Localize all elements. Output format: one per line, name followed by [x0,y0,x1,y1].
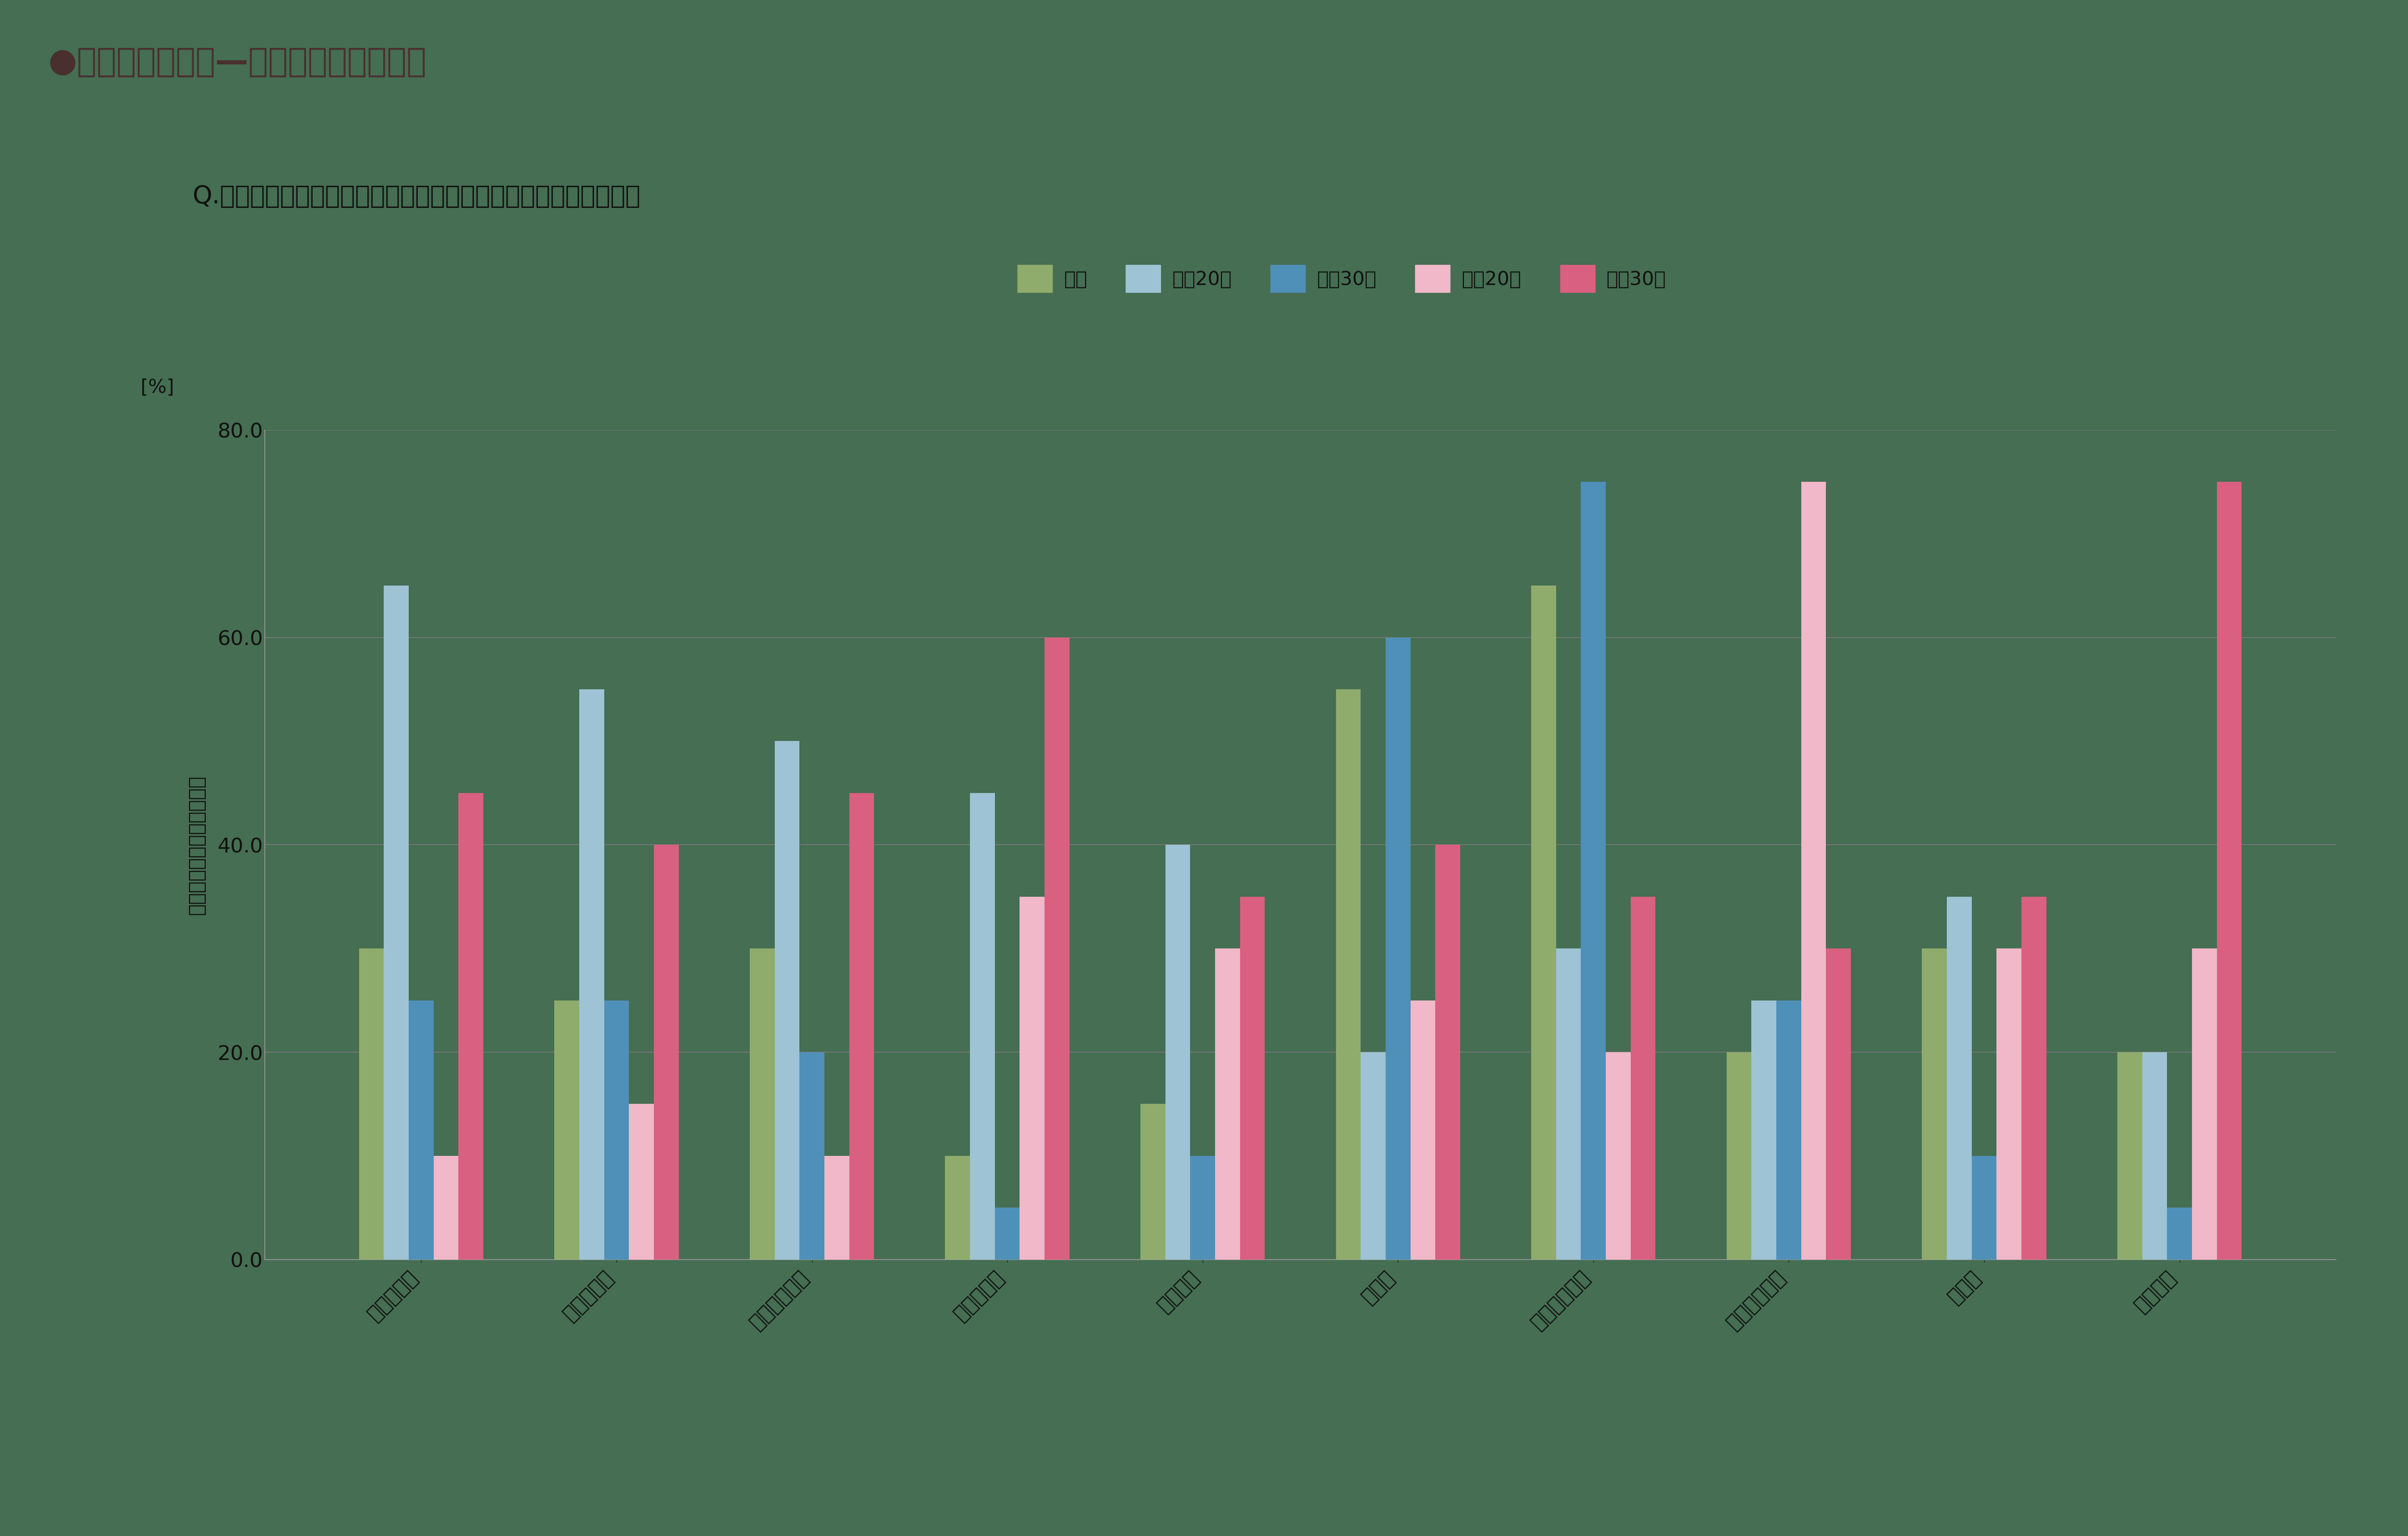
Bar [1045,637,1069,1260]
Legend: 全体, 男性20代, 男性30代, 女性20代, 女性30代: 全体, 男性20代, 男性30代, 女性20代, 女性30代 [1009,258,1674,300]
Text: ●分析軸間の違い—複数回答形式の場合: ●分析軸間の違い—複数回答形式の場合 [48,46,426,78]
Bar [604,1000,628,1260]
Bar [1019,897,1045,1260]
Bar [1727,1052,1751,1260]
Bar [1216,949,1240,1260]
Bar [775,742,799,1260]
Bar [2020,897,2047,1260]
Bar [1582,482,1606,1260]
Bar [1825,949,1852,1260]
Bar [2191,949,2218,1260]
Bar [1141,1104,1165,1260]
Bar [1411,1000,1435,1260]
Bar [628,1104,655,1260]
Bar [1751,1000,1777,1260]
Bar [1190,1157,1216,1260]
Text: Q.あなたが商品を購入するときに、重視する点をお答えください: Q.あなたが商品を購入するときに、重視する点をお答えください [193,184,641,209]
Bar [1435,845,1459,1260]
Bar [1777,1000,1801,1260]
Bar [1531,585,1556,1260]
Bar [1165,845,1190,1260]
Bar [970,793,995,1260]
Bar [1336,690,1361,1260]
Bar [458,793,484,1260]
Bar [655,845,679,1260]
Bar [1922,949,1946,1260]
Text: [%]: [%] [140,378,173,396]
Bar [1361,1052,1385,1260]
Bar [799,1052,824,1260]
Bar [824,1157,850,1260]
Bar [2117,1052,2143,1260]
Bar [1801,482,1825,1260]
Bar [1606,1052,1630,1260]
Bar [2167,1207,2191,1260]
Bar [749,949,775,1260]
Bar [2218,482,2242,1260]
Bar [995,1207,1019,1260]
Bar [1972,1157,1996,1260]
Bar [433,1157,458,1260]
Bar [359,949,383,1260]
Bar [1996,949,2020,1260]
Bar [383,585,409,1260]
Bar [1946,897,1972,1260]
Bar [2143,1052,2167,1260]
Bar [1385,637,1411,1260]
Bar [944,1157,970,1260]
Bar [1630,897,1657,1260]
Bar [1240,897,1264,1260]
Bar [554,1000,580,1260]
Bar [1556,949,1582,1260]
Bar [409,1000,433,1260]
Bar [580,690,604,1260]
Y-axis label: 回答者の割合（回答比率）: 回答者の割合（回答比率） [188,776,207,914]
Bar [850,793,874,1260]
